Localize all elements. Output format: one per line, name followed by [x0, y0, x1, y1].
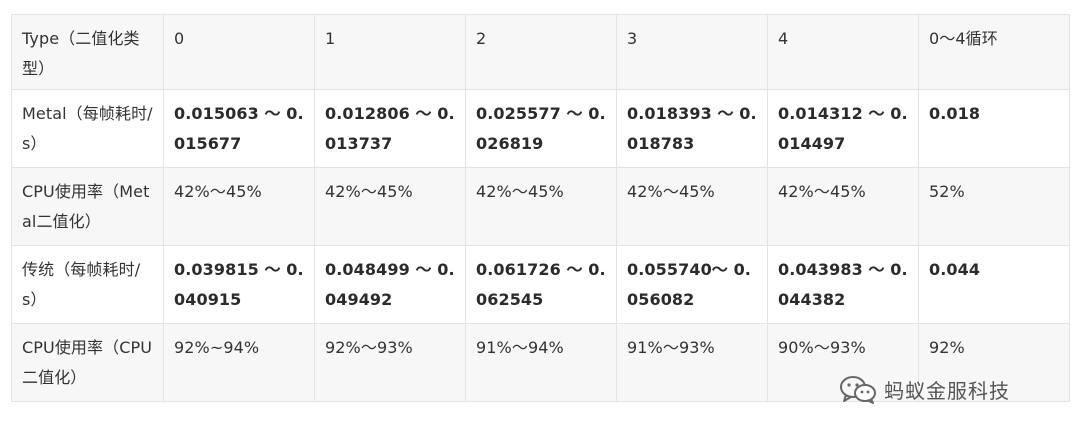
table-cell: 42%～45%	[314, 167, 466, 246]
table-cell: 0.015063 ～ 0.015677	[163, 89, 315, 168]
header-cell-loop: 0～4循环	[918, 14, 1070, 90]
table-cell: 0.048499 ～ 0.049492	[314, 245, 466, 324]
table-cell: 0.039815 ～ 0.040915	[163, 245, 315, 324]
table-cell: 42%～45%	[767, 167, 919, 246]
table-cell: 92%	[918, 323, 1070, 402]
table-row: Metal（每帧耗时/s） 0.015063 ～ 0.015677 0.0128…	[11, 89, 1070, 168]
table-cell: 42%～45%	[465, 167, 617, 246]
table-cell: 0.018	[918, 89, 1070, 168]
table-cell: 92%~94%	[163, 323, 315, 402]
table-row: 传统（每帧耗时/s） 0.039815 ～ 0.040915 0.048499 …	[11, 245, 1070, 324]
table-cell: 0.055740～ 0.056082	[616, 245, 768, 324]
table-cell: 42%～45%	[616, 167, 768, 246]
table-row: CPU使用率（Metal二值化） 42%～45% 42%～45% 42%～45%…	[11, 167, 1070, 246]
header-cell-1: 1	[314, 14, 466, 90]
row-label: Metal（每帧耗时/s）	[11, 89, 164, 168]
performance-table: Type（二值化类型） 0 1 2 3 4 0～4循环 Metal（每帧耗时/s…	[11, 14, 1070, 402]
table-cell: 52%	[918, 167, 1070, 246]
table-cell: 0.061726 ～ 0.062545	[465, 245, 617, 324]
table-cell: 0.012806 ～ 0.013737	[314, 89, 466, 168]
watermark-text: 蚂蚁金服科技	[884, 378, 1010, 403]
table-cell: 0.018393 ～ 0.018783	[616, 89, 768, 168]
wechat-icon	[838, 374, 878, 404]
data-table-container: Type（二值化类型） 0 1 2 3 4 0～4循环 Metal（每帧耗时/s…	[11, 14, 1070, 402]
row-label: CPU使用率（Metal二值化）	[11, 167, 164, 246]
table-cell: 42%～45%	[163, 167, 315, 246]
table-cell: 0.025577 ～ 0.026819	[465, 89, 617, 168]
row-label: 传统（每帧耗时/s）	[11, 245, 164, 324]
row-label: CPU使用率（CPU二值化）	[11, 323, 164, 402]
table-header-row: Type（二值化类型） 0 1 2 3 4 0～4循环	[11, 14, 1070, 90]
table-cell: 0.014312 ～ 0.014497	[767, 89, 919, 168]
header-cell-4: 4	[767, 14, 919, 90]
table-cell: 92%～93%	[314, 323, 466, 402]
header-cell-type: Type（二值化类型）	[11, 14, 164, 90]
header-cell-2: 2	[465, 14, 617, 90]
table-cell: 91%～94%	[465, 323, 617, 402]
table-cell: 0.043983 ～ 0.044382	[767, 245, 919, 324]
header-cell-3: 3	[616, 14, 768, 90]
table-cell: 0.044	[918, 245, 1070, 324]
watermark: 蚂蚁金服科技	[838, 374, 1010, 404]
table-row: CPU使用率（CPU二值化） 92%~94% 92%～93% 91%～94% 9…	[11, 323, 1070, 402]
header-cell-0: 0	[163, 14, 315, 90]
table-cell: 91%～93%	[616, 323, 768, 402]
